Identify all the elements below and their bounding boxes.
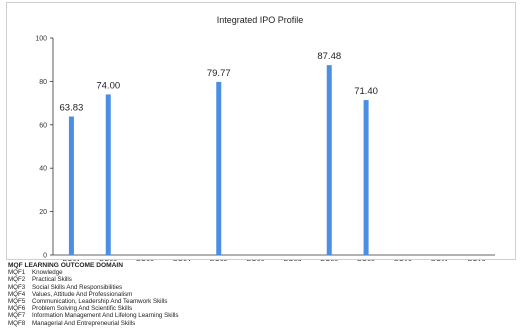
legend-item: MQF5 Communication, Leadership And Teamwo… xyxy=(8,298,508,305)
x-tick-label: PO07 xyxy=(283,260,301,261)
legend-item-label: Knowledge xyxy=(32,269,63,277)
y-tick-label: 60 xyxy=(39,122,47,129)
x-tick-label: PO12 xyxy=(468,260,486,261)
legend-heading: MQF LEARNING OUTCOME DOMAIN xyxy=(8,262,124,269)
bar-po05 xyxy=(216,81,222,255)
legend-item-label: Communication, Leadership And Teamwork S… xyxy=(32,298,168,306)
y-tick-label: 40 xyxy=(39,166,47,173)
legend-item-label: Problem Solving And Scientific Skills xyxy=(32,305,133,313)
legend-item-code: MQF3 xyxy=(8,283,26,291)
x-tick-label: PO03 xyxy=(136,260,154,261)
data-label-po05: 79.77 xyxy=(207,68,231,79)
bar-po01 xyxy=(68,116,74,256)
data-label-po09: 71.40 xyxy=(354,86,378,97)
legend-item: MQF2 Practical Skills xyxy=(8,276,508,283)
x-tick-label: PO05 xyxy=(210,260,228,261)
data-label-po01: 63.83 xyxy=(60,102,84,113)
x-tick-label: PO09 xyxy=(357,260,375,261)
legend-item-label: Practical Skills xyxy=(32,276,72,284)
x-tick-label: PO10 xyxy=(394,260,412,261)
x-tick-label: PO11 xyxy=(431,260,448,261)
bar-po02 xyxy=(105,94,111,255)
bar-po08 xyxy=(326,65,332,255)
legend-item-label: Social Skills And Responsibilities xyxy=(32,283,123,291)
bar-po09 xyxy=(363,100,369,255)
legend-item-label: Information Management And Lifelong Lear… xyxy=(32,312,179,320)
y-tick-label: 80 xyxy=(39,79,47,86)
x-tick-label: PO08 xyxy=(320,260,338,261)
y-tick-label: 0 xyxy=(43,253,47,260)
x-tick-label: PO04 xyxy=(173,260,191,261)
y-tick-label: 100 xyxy=(35,36,47,43)
bar-chart: Integrated IPO Profile 0 20 40 60 80 100 PO01 P… xyxy=(35,15,495,261)
chart-frame: Integrated IPO Profile 0 20 40 60 80 100 PO01 P… xyxy=(6,2,516,261)
legend-item-code: MQF4 xyxy=(8,290,26,298)
legend-item: MQF4 Values, Attitude And Professionalism xyxy=(8,291,508,298)
legend-item-code: MQF1 xyxy=(8,269,26,277)
legend-item-code: MQF6 xyxy=(8,305,26,313)
data-label-po02: 74.00 xyxy=(96,80,120,91)
legend-item: MQF6 Problem Solving And Scientific Skill… xyxy=(8,305,508,312)
legend-item-code: MQF8 xyxy=(8,319,26,327)
legend-item-code: MQF7 xyxy=(8,312,26,320)
x-tick-label: PO02 xyxy=(99,260,117,261)
legend-item-code: MQF2 xyxy=(8,276,26,284)
legend-item: MQF1 Knowledge xyxy=(8,269,508,276)
legend-item: MQF8 Managerial And Entrepreneurial Skill… xyxy=(8,320,508,327)
x-tick-label: PO01 xyxy=(62,260,80,261)
legend-items: MQF1 Knowledge MQF2 Practical Skills MQF3 Soc… xyxy=(8,269,508,327)
data-label-po08: 87.48 xyxy=(317,51,341,62)
mqf-legend: MQF LEARNING OUTCOME DOMAIN MQF1 Knowledg… xyxy=(8,262,508,327)
x-tick-label: PO06 xyxy=(247,260,265,261)
legend-item: MQF7 Information Management And Lifelong … xyxy=(8,312,508,319)
legend-item-label: Managerial And Entrepreneurial Skills xyxy=(32,319,136,327)
legend-item-code: MQF5 xyxy=(8,298,26,306)
y-tick-label: 20 xyxy=(39,209,47,216)
legend-item-label: Values, Attitude And Professionalism xyxy=(32,290,133,298)
legend-item: MQF3 Social Skills And Responsibilities xyxy=(8,284,508,291)
chart-title: Integrated IPO Profile xyxy=(217,15,304,25)
